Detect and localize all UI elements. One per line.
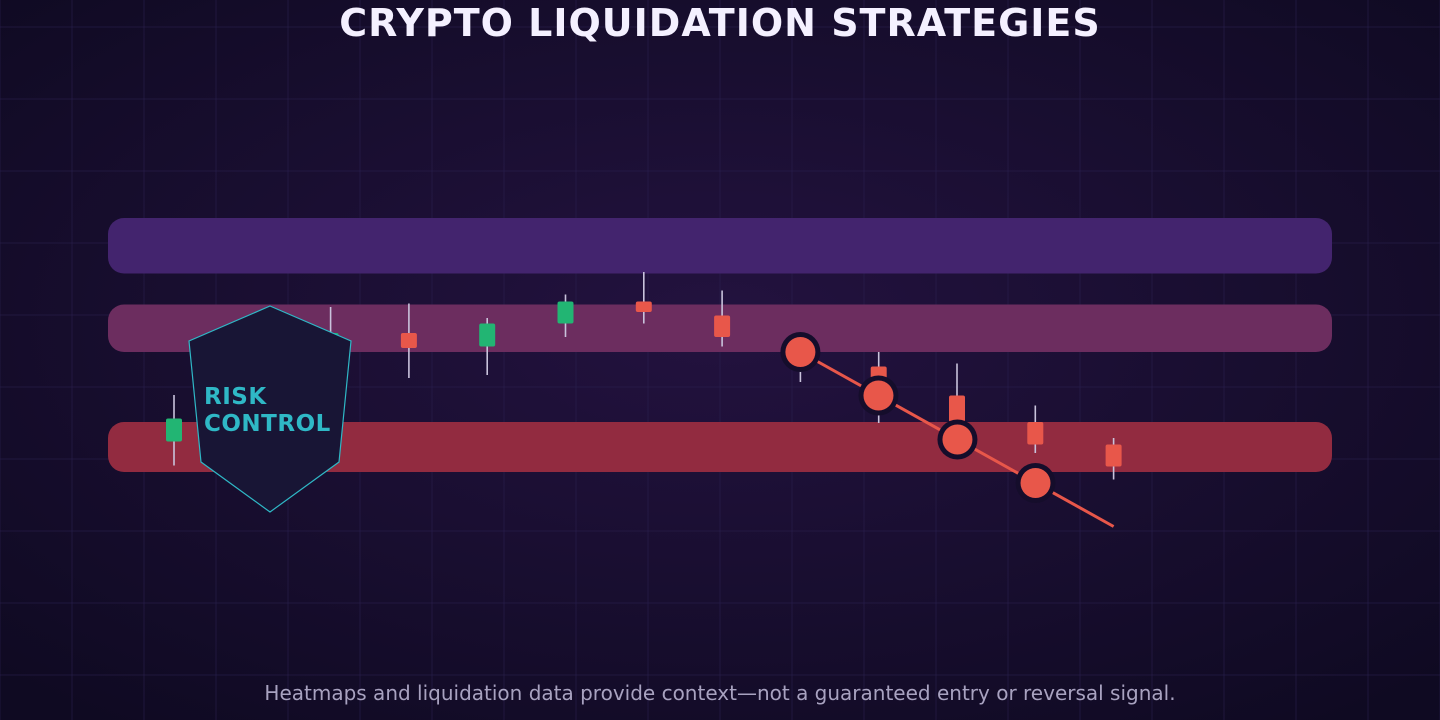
shield-label-line-1: RISK: [204, 384, 267, 410]
liquidation-marker: [1020, 468, 1051, 498]
page-title: CRYPTO LIQUIDATION STRATEGIES: [339, 1, 1100, 45]
upper-zone: [108, 218, 1332, 274]
liquidation-marker: [942, 424, 973, 455]
candle-body: [635, 301, 652, 312]
shield-icon: [188, 305, 352, 513]
liquidation-marker: [863, 380, 894, 411]
candle-body: [949, 395, 965, 422]
candle-body: [400, 333, 417, 348]
chart-caption: Heatmaps and liquidation data provide co…: [264, 681, 1175, 705]
risk-control-badge: RISK CONTROL: [188, 305, 352, 513]
candle-body: [557, 301, 574, 324]
candle-body: [479, 323, 496, 347]
shield-label-line-2: CONTROL: [204, 411, 331, 437]
candle-body: [1105, 444, 1122, 467]
candle-body: [1027, 422, 1044, 445]
candle-body: [714, 315, 731, 337]
candle-body: [166, 418, 182, 442]
lower-zone: [108, 422, 1332, 472]
liquidation-marker: [785, 337, 816, 367]
liquidation-path: [780, 332, 1115, 528]
